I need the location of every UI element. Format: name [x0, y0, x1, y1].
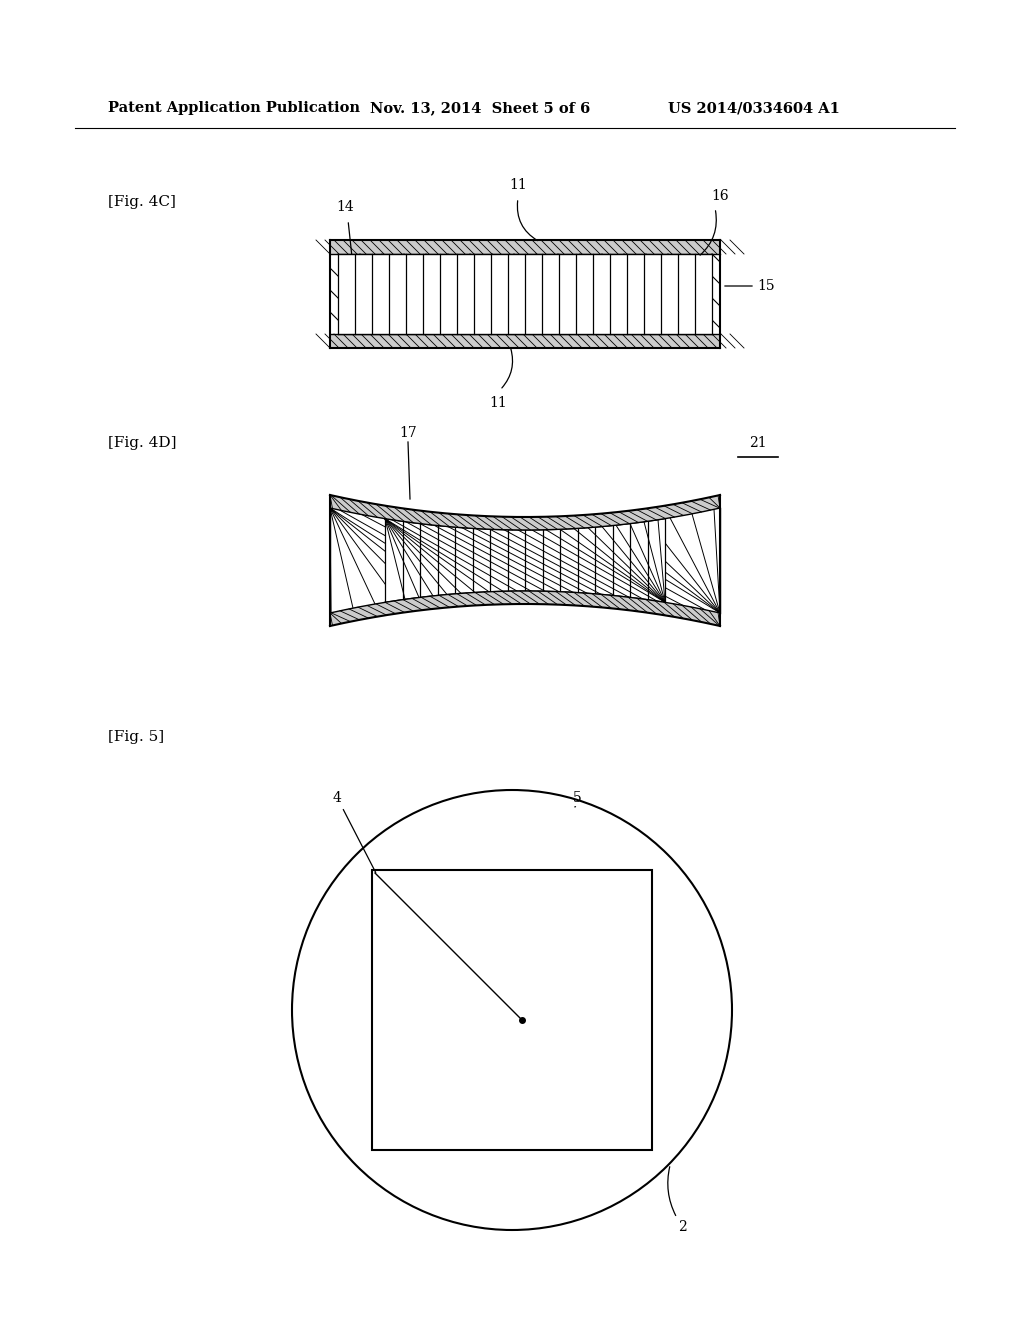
Text: [Fig. 4C]: [Fig. 4C]: [108, 195, 176, 209]
Bar: [330, 240, 720, 253]
Text: 5: 5: [572, 791, 582, 805]
Text: 2: 2: [678, 1220, 686, 1234]
Text: 16: 16: [712, 189, 729, 203]
Text: 4: 4: [333, 791, 341, 805]
Bar: [338, 253, 712, 334]
Bar: [372, 870, 652, 1150]
Text: Patent Application Publication: Patent Application Publication: [108, 102, 360, 115]
Polygon shape: [330, 495, 720, 531]
Text: [Fig. 5]: [Fig. 5]: [108, 730, 164, 744]
Text: 11: 11: [489, 396, 507, 411]
Polygon shape: [385, 519, 665, 602]
Text: 17: 17: [399, 426, 417, 440]
Text: 21: 21: [750, 436, 767, 450]
Bar: [330, 253, 720, 334]
Polygon shape: [330, 591, 720, 626]
Text: 15: 15: [757, 279, 774, 293]
Text: 14: 14: [336, 201, 354, 214]
Polygon shape: [330, 508, 720, 612]
Bar: [330, 334, 720, 348]
Text: US 2014/0334604 A1: US 2014/0334604 A1: [668, 102, 840, 115]
Text: Nov. 13, 2014  Sheet 5 of 6: Nov. 13, 2014 Sheet 5 of 6: [370, 102, 590, 115]
Text: 11: 11: [509, 178, 527, 191]
Polygon shape: [330, 495, 720, 626]
Text: [Fig. 4D]: [Fig. 4D]: [108, 436, 176, 450]
